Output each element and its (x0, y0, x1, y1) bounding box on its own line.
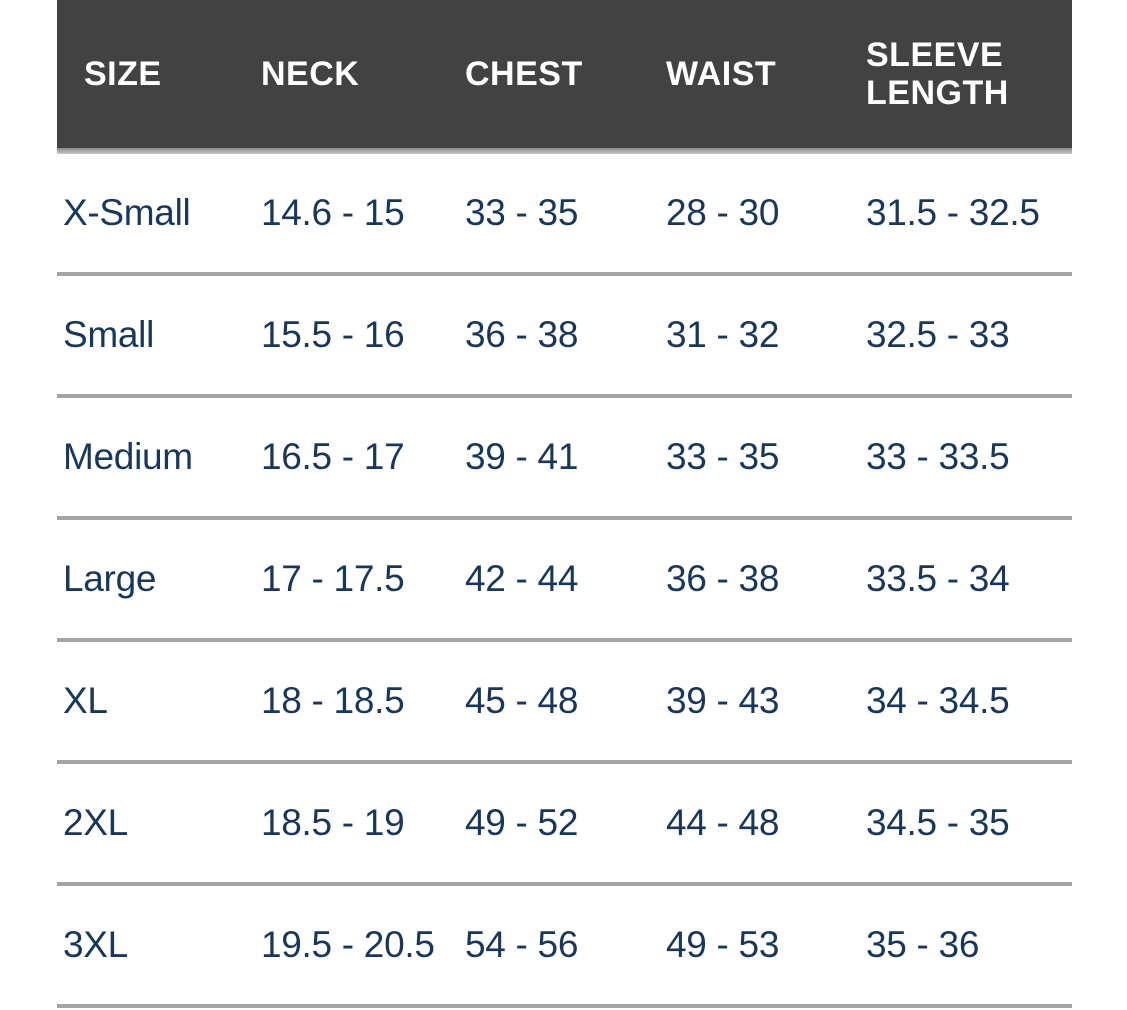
neck-cell: 18.5 - 19 (261, 802, 405, 843)
row-divider (57, 1004, 1072, 1008)
chest-cell: 42 - 44 (465, 558, 579, 599)
waist-cell: 44 - 48 (666, 802, 780, 843)
size-cell: Large (63, 558, 157, 599)
column-header-waist-label: WAIST (666, 54, 777, 93)
chest-cell: 33 - 35 (465, 192, 579, 233)
neck-cell: 17 - 17.5 (261, 558, 405, 599)
waist-cell: 36 - 38 (666, 558, 780, 599)
column-header-size-label: SIZE (84, 54, 162, 93)
chest-cell: 39 - 41 (465, 436, 579, 477)
neck-cell: 15.5 - 16 (261, 314, 405, 355)
waist-cell: 33 - 35 (666, 436, 780, 477)
column-header-sleeve-length-label: SLEEVE LENGTH (866, 35, 1009, 112)
size-cell: XL (63, 680, 108, 721)
row-divider (57, 638, 1072, 642)
sleeve-length-cell: 34.5 - 35 (866, 802, 1010, 843)
column-header-neck-label: NECK (261, 54, 360, 93)
waist-cell: 49 - 53 (666, 924, 780, 965)
sleeve-length-cell: 34 - 34.5 (866, 680, 1010, 721)
chest-cell: 54 - 56 (465, 924, 579, 965)
column-header-chest: CHEST (465, 0, 666, 148)
size-cell: 3XL (63, 924, 128, 965)
waist-cell: 31 - 32 (666, 314, 780, 355)
column-header-neck: NECK (261, 0, 465, 148)
row-divider (57, 882, 1072, 886)
size-chart-table: SIZE NECK CHEST WAIST SLEEVE LENGTH X-Sm… (57, 0, 1072, 1008)
sleeve-length-cell: 33.5 - 34 (866, 558, 1010, 599)
chest-cell: 49 - 52 (465, 802, 579, 843)
row-divider (57, 760, 1072, 764)
waist-cell: 39 - 43 (666, 680, 780, 721)
size-cell: Small (63, 314, 155, 355)
row-divider (57, 394, 1072, 398)
row-divider (57, 516, 1072, 520)
header-underline (57, 148, 1072, 154)
column-header-waist: WAIST (666, 0, 866, 148)
neck-cell: 19.5 - 20.5 (261, 924, 435, 965)
sleeve-length-cell: 32.5 - 33 (866, 314, 1010, 355)
column-header-chest-label: CHEST (465, 54, 583, 93)
chest-cell: 45 - 48 (465, 680, 579, 721)
column-header-size: SIZE (57, 0, 261, 148)
column-header-sleeve-length: SLEEVE LENGTH (866, 0, 1072, 148)
sleeve-length-cell: 33 - 33.5 (866, 436, 1010, 477)
neck-cell: 16.5 - 17 (261, 436, 405, 477)
neck-cell: 18 - 18.5 (261, 680, 405, 721)
size-cell: 2XL (63, 802, 128, 843)
chest-cell: 36 - 38 (465, 314, 579, 355)
waist-cell: 28 - 30 (666, 192, 780, 233)
size-cell: X-Small (63, 192, 191, 233)
size-cell: Medium (63, 436, 193, 477)
neck-cell: 14.6 - 15 (261, 192, 405, 233)
row-divider (57, 272, 1072, 276)
sleeve-length-cell: 35 - 36 (866, 924, 980, 965)
sleeve-length-cell: 31.5 - 32.5 (866, 192, 1040, 233)
